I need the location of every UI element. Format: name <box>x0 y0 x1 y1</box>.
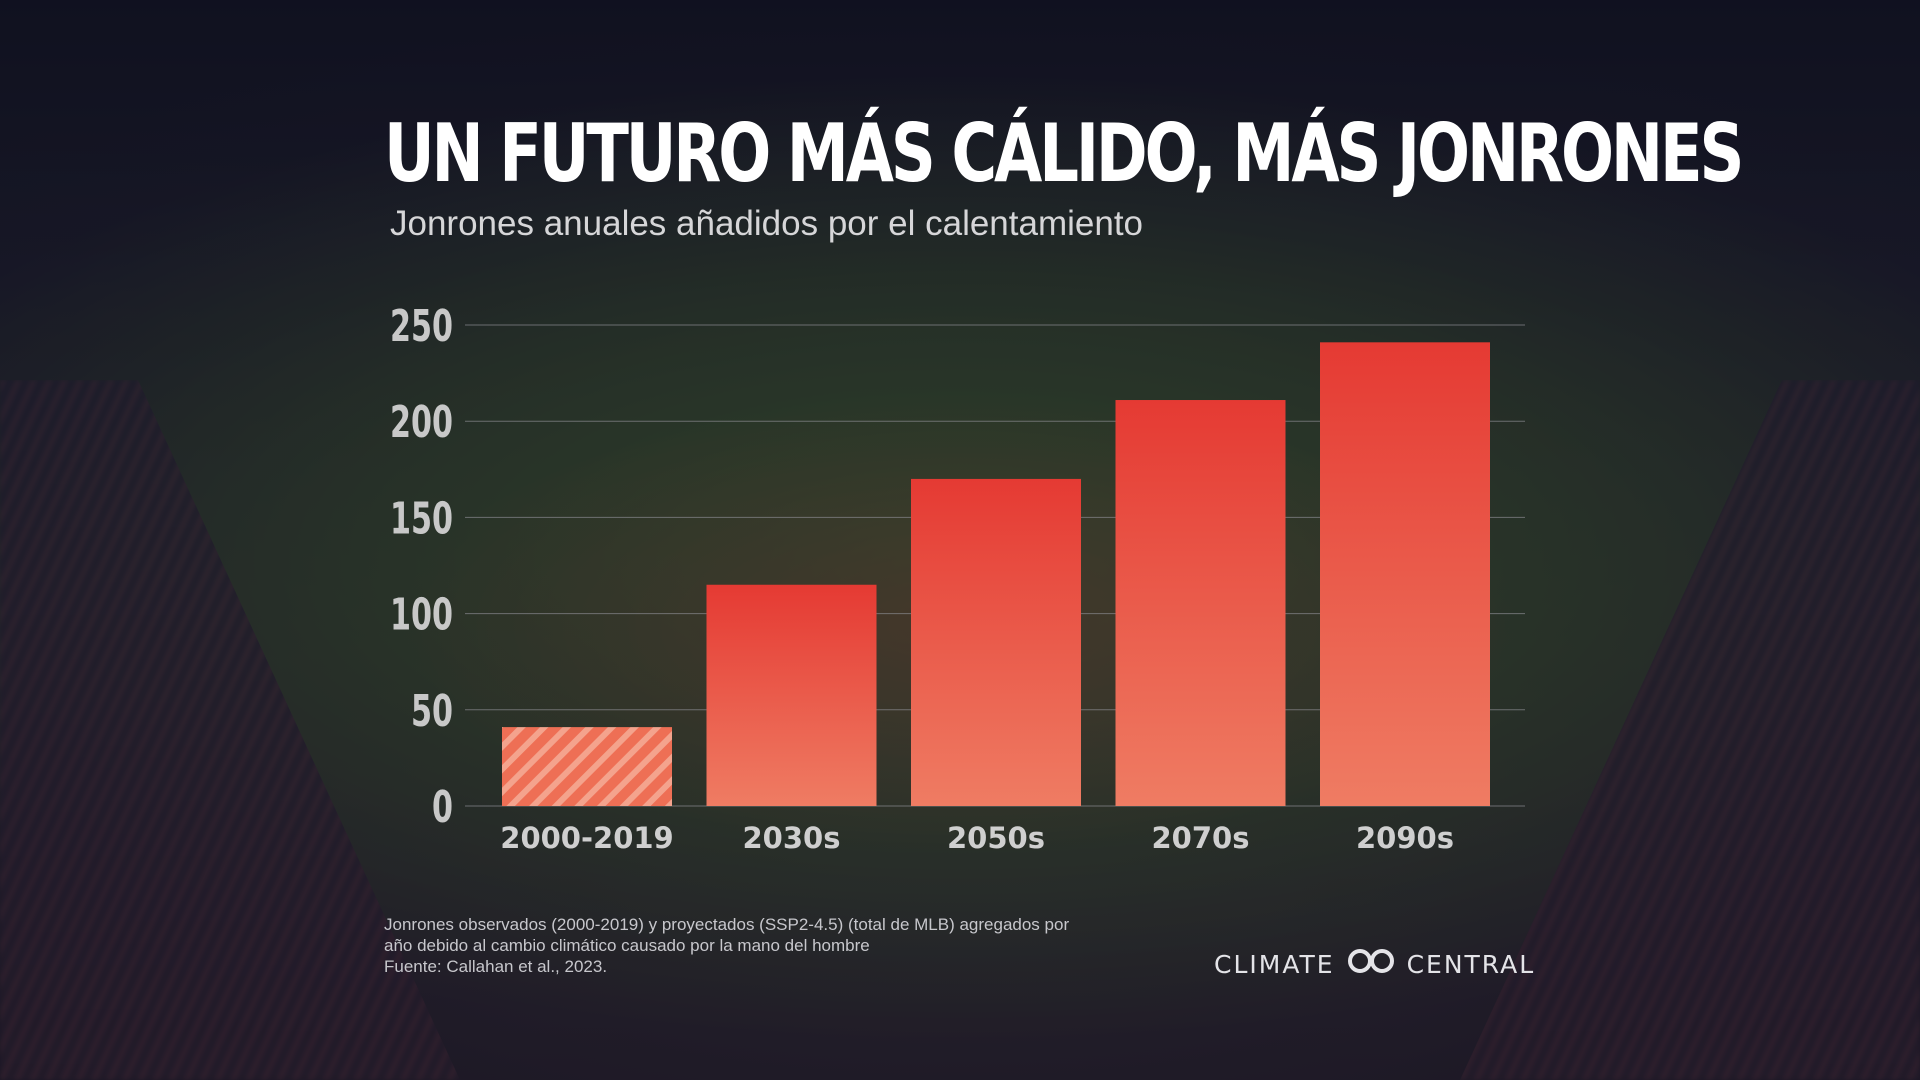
bars <box>502 342 1490 806</box>
footnote-source: Fuente: Callahan et al., 2023. <box>384 957 608 976</box>
page-subtitle: Jonrones anuales añadidos por el calenta… <box>390 204 1144 243</box>
x-category-label: 2000-2019 <box>500 821 673 855</box>
x-category-label: 2070s <box>1152 821 1250 855</box>
y-tick-label: 50 <box>411 686 453 737</box>
x-category-label: 2050s <box>947 821 1045 855</box>
footnote: Jonrones observados (2000-2019) y proyec… <box>384 914 1204 977</box>
climate-central-logo: CLIMATE CENTRAL <box>1214 948 1535 980</box>
y-tick-label: 0 <box>432 782 453 833</box>
x-axis-labels: 2000-2019 2030s 2050s 2070s 2090s <box>500 821 1454 855</box>
infinity-icon <box>1345 948 1397 980</box>
y-axis-ticks: 0 50 100 150 200 250 <box>390 301 453 833</box>
y-tick-label: 250 <box>390 301 453 352</box>
bar-2050s <box>911 478 1081 806</box>
footnote-line-2: año debido al cambio climático causado p… <box>384 936 870 955</box>
bar-2090s <box>1320 342 1490 806</box>
x-category-label: 2030s <box>743 821 841 855</box>
bar-2070s <box>1115 400 1286 806</box>
y-tick-label: 150 <box>390 493 453 544</box>
logo-text-climate: CLIMATE <box>1214 949 1335 979</box>
bar-2030s <box>706 584 877 806</box>
x-category-label: 2090s <box>1356 821 1454 855</box>
footnote-line-1: Jonrones observados (2000-2019) y proyec… <box>384 915 1070 934</box>
y-tick-label: 100 <box>390 590 453 641</box>
bar-2000-2019 <box>502 727 672 806</box>
y-tick-label: 200 <box>390 397 453 448</box>
logo-text-central: CENTRAL <box>1406 949 1536 979</box>
